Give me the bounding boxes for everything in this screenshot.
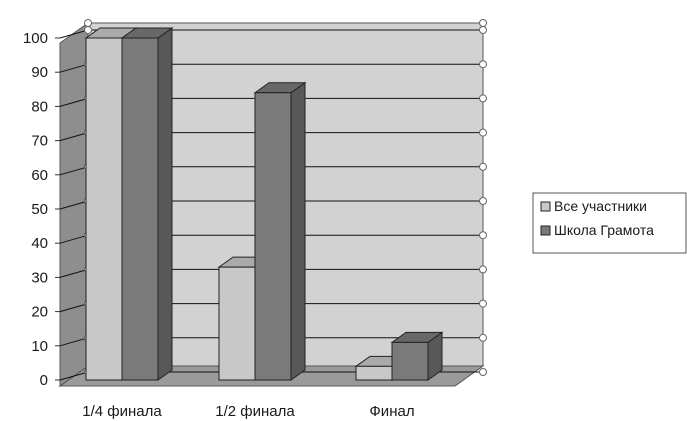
bars bbox=[84, 27, 444, 381]
gridline-depth bbox=[59, 132, 89, 142]
y-tick-label: 90 bbox=[31, 64, 48, 81]
gridline-marker bbox=[479, 60, 487, 69]
wall-corner-marker bbox=[479, 19, 487, 27]
gridline-marker bbox=[84, 26, 92, 34]
gridline-depth bbox=[59, 63, 89, 73]
wall-corner-marker bbox=[84, 19, 92, 27]
legend-swatch bbox=[540, 225, 551, 236]
gridline-depth bbox=[59, 268, 89, 278]
gridline-marker bbox=[479, 94, 487, 103]
legend-swatch bbox=[540, 201, 551, 212]
y-tick-label: 20 bbox=[31, 304, 48, 321]
bar-side bbox=[157, 27, 173, 381]
gridline-marker bbox=[479, 299, 487, 308]
x-category-label: Финал bbox=[369, 403, 414, 420]
legend: Все участники Школа Грамота bbox=[532, 192, 687, 254]
bar bbox=[390, 331, 444, 381]
gridline-depth bbox=[59, 234, 89, 244]
gridline-depth bbox=[59, 371, 89, 381]
gridline-depth bbox=[59, 337, 89, 347]
y-tick-label: 30 bbox=[31, 269, 48, 286]
x-category-label: 1/4 финала bbox=[82, 403, 162, 420]
gridline-marker bbox=[479, 162, 487, 171]
bar-side bbox=[290, 81, 306, 381]
gridline-marker bbox=[479, 265, 487, 274]
gridline-depth bbox=[59, 303, 89, 313]
bar bbox=[253, 81, 307, 381]
bar bbox=[120, 27, 174, 381]
y-tick-label: 60 bbox=[31, 167, 48, 184]
legend-label: Все участники bbox=[554, 198, 647, 214]
gridline-marker bbox=[479, 197, 487, 205]
gridline-depth bbox=[59, 29, 89, 39]
y-tick-label: 100 bbox=[23, 30, 48, 47]
gridline-marker bbox=[479, 231, 487, 240]
bar-front bbox=[254, 92, 292, 381]
x-axis-categories: 1/4 финала 1/2 финала Финал bbox=[82, 403, 414, 420]
gridline-depth bbox=[59, 97, 89, 107]
gridline-marker bbox=[479, 333, 487, 342]
y-tick-label: 80 bbox=[31, 98, 48, 115]
bar-front bbox=[355, 365, 393, 381]
gridline-depth bbox=[59, 166, 89, 176]
x-category-label: 1/2 финала bbox=[215, 403, 295, 420]
gridline-marker bbox=[479, 368, 487, 376]
y-axis-ticks: 0 10 20 30 40 50 60 70 80 90 100 bbox=[23, 30, 60, 389]
y-tick-label: 0 bbox=[40, 372, 48, 389]
bar-front bbox=[85, 37, 123, 381]
bar-front bbox=[391, 341, 429, 381]
gridline-marker bbox=[479, 26, 487, 34]
y-tick-label: 50 bbox=[31, 201, 48, 218]
y-tick-label: 10 bbox=[31, 338, 48, 355]
y-tick-label: 40 bbox=[31, 235, 48, 252]
legend-label: Школа Грамота bbox=[554, 222, 654, 238]
gridline-depth bbox=[59, 200, 89, 210]
legend-box bbox=[532, 192, 687, 254]
bar-front bbox=[121, 37, 159, 381]
bar-front bbox=[218, 266, 256, 381]
y-tick-label: 70 bbox=[31, 133, 48, 150]
gridline-marker bbox=[479, 128, 487, 137]
